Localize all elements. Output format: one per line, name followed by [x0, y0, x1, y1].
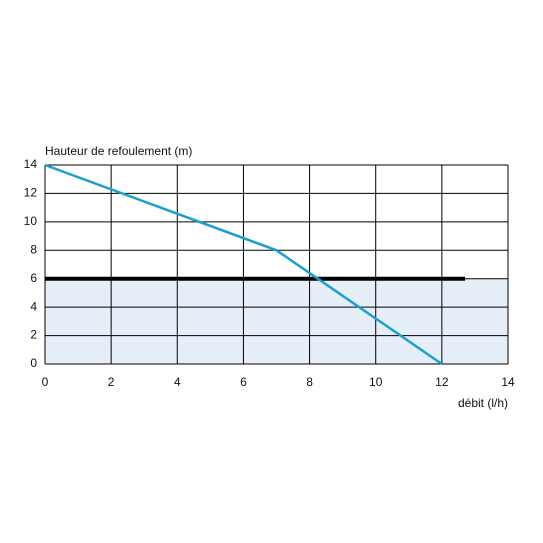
- shaded-band: [45, 278, 508, 364]
- x-tick-label: 8: [306, 375, 313, 389]
- y-tick-label: 12: [24, 186, 38, 200]
- y-tick-label: 10: [24, 214, 38, 228]
- y-tick-label: 2: [30, 328, 37, 342]
- x-tick-label: 4: [174, 375, 181, 389]
- y-tick-label: 14: [24, 157, 38, 171]
- y-axis-label: Hauteur de refoulement (m): [45, 144, 192, 158]
- y-tick-label: 0: [30, 356, 37, 370]
- x-tick-label: 2: [108, 375, 115, 389]
- x-axis-label: débit (l/h): [458, 396, 508, 410]
- y-tick-label: 6: [30, 271, 37, 285]
- pump-curve: [44, 163, 443, 366]
- x-tick-label: 10: [369, 375, 383, 389]
- x-tick-label: 12: [435, 375, 449, 389]
- x-tick-label: 6: [240, 375, 247, 389]
- x-tick-label: 14: [501, 375, 515, 389]
- x-tick-label: 0: [42, 375, 49, 389]
- y-tick-label: 8: [30, 242, 37, 256]
- y-tick-label: 4: [30, 299, 37, 313]
